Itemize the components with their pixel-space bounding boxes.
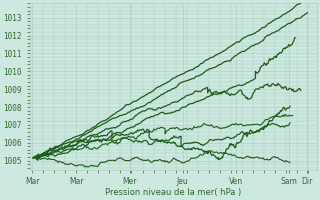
X-axis label: Pression niveau de la mer( hPa ): Pression niveau de la mer( hPa ) [105, 188, 241, 197]
